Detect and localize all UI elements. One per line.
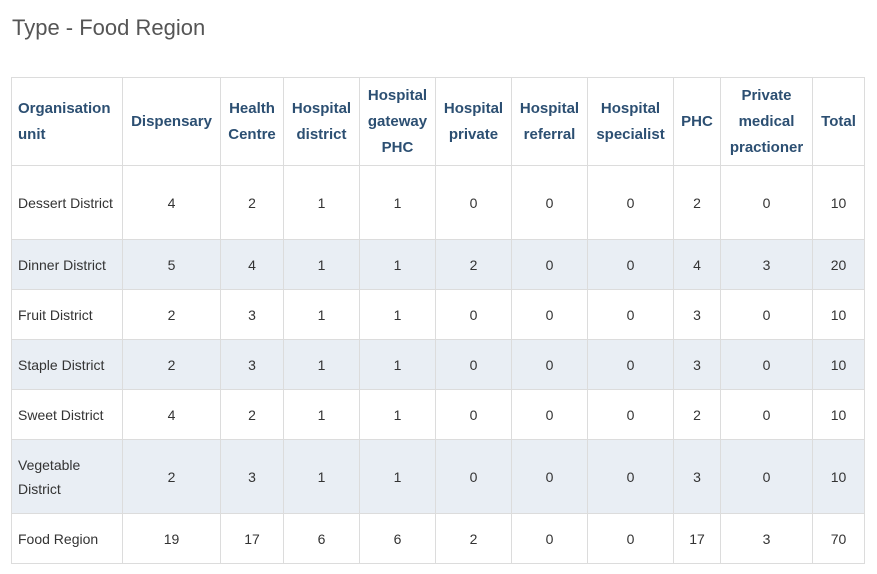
table-cell: 2: [221, 166, 284, 240]
table-cell: 0: [512, 440, 588, 514]
table-cell: 0: [436, 290, 512, 340]
table-row: Fruit District 2 3 1 1 0 0 0 3 0 10: [12, 290, 865, 340]
table-cell: 3: [221, 340, 284, 390]
table-cell: 0: [588, 290, 674, 340]
row-label-cell: Staple District: [12, 340, 123, 390]
table-cell: 3: [721, 240, 813, 290]
table-cell: 10: [813, 440, 865, 514]
table-cell: 1: [360, 240, 436, 290]
table-row: Dinner District 5 4 1 1 2 0 0 4 3 20: [12, 240, 865, 290]
table-cell: 1: [360, 166, 436, 240]
table-cell: 0: [436, 340, 512, 390]
table-row: Sweet District 4 2 1 1 0 0 0 2 0 10: [12, 390, 865, 440]
row-label-cell: Food Region: [12, 514, 123, 564]
column-header-hospital-specialist[interactable]: Hospital specialist: [588, 78, 674, 166]
table-cell: 3: [674, 340, 721, 390]
table-cell: 0: [512, 390, 588, 440]
column-header-health-centre[interactable]: Health Centre: [221, 78, 284, 166]
row-label-cell: Fruit District: [12, 290, 123, 340]
table-cell: 1: [284, 390, 360, 440]
table-cell: 4: [123, 390, 221, 440]
table-row: Staple District 2 3 1 1 0 0 0 3 0 10: [12, 340, 865, 390]
table-cell: 1: [360, 390, 436, 440]
table-cell: 3: [221, 290, 284, 340]
table-cell: 0: [436, 166, 512, 240]
table-cell: 17: [221, 514, 284, 564]
table-cell: 1: [360, 290, 436, 340]
table-cell: 5: [123, 240, 221, 290]
table-cell: 2: [123, 290, 221, 340]
table-cell: 4: [674, 240, 721, 290]
table-cell: 6: [284, 514, 360, 564]
table-cell: 10: [813, 166, 865, 240]
table-cell: 4: [123, 166, 221, 240]
column-header-hospital-referral[interactable]: Hospital referral: [512, 78, 588, 166]
table-cell: 2: [123, 440, 221, 514]
table-cell: 2: [674, 390, 721, 440]
table-cell: 10: [813, 290, 865, 340]
table-cell: 2: [674, 166, 721, 240]
table-cell: 10: [813, 340, 865, 390]
table-cell: 0: [436, 440, 512, 514]
table-cell: 0: [721, 440, 813, 514]
table-cell: 0: [588, 440, 674, 514]
table-cell: 0: [512, 240, 588, 290]
table-cell: 0: [436, 390, 512, 440]
row-label-cell: Sweet District: [12, 390, 123, 440]
table-cell: 0: [512, 340, 588, 390]
column-header-organisation-unit[interactable]: Organisation unit: [12, 78, 123, 166]
column-header-hospital-gateway-phc[interactable]: Hospital gateway PHC: [360, 78, 436, 166]
column-header-private-medical-practioner[interactable]: Private medical practioner: [721, 78, 813, 166]
table-cell: 0: [588, 166, 674, 240]
table-cell: 19: [123, 514, 221, 564]
report-table: Organisation unit Dispensary Health Cent…: [11, 77, 865, 564]
table-row: Dessert District 4 2 1 1 0 0 0 2 0 10: [12, 166, 865, 240]
table-row: Vegetable District 2 3 1 1 0 0 0 3 0 10: [12, 440, 865, 514]
table-cell: 0: [721, 340, 813, 390]
table-cell: 1: [284, 290, 360, 340]
table-cell: 0: [588, 240, 674, 290]
table-cell: 20: [813, 240, 865, 290]
table-cell: 3: [721, 514, 813, 564]
column-header-hospital-private[interactable]: Hospital private: [436, 78, 512, 166]
table-cell: 2: [436, 240, 512, 290]
table-cell: 3: [221, 440, 284, 514]
table-cell: 3: [674, 440, 721, 514]
table-cell: 0: [721, 166, 813, 240]
table-cell: 0: [588, 340, 674, 390]
table-cell: 1: [284, 340, 360, 390]
table-cell: 2: [123, 340, 221, 390]
table-row-total: Food Region 19 17 6 6 2 0 0 17 3 70: [12, 514, 865, 564]
table-cell: 3: [674, 290, 721, 340]
table-cell: 1: [284, 166, 360, 240]
table-cell: 6: [360, 514, 436, 564]
table-cell: 70: [813, 514, 865, 564]
row-label-cell: Dessert District: [12, 166, 123, 240]
table-cell: 4: [221, 240, 284, 290]
row-label-cell: Vegetable District: [12, 440, 123, 514]
table-cell: 0: [588, 390, 674, 440]
table-cell: 0: [512, 514, 588, 564]
table-cell: 17: [674, 514, 721, 564]
table-cell: 1: [284, 440, 360, 514]
page-title: Type - Food Region: [12, 15, 205, 41]
table-cell: 1: [360, 340, 436, 390]
table-cell: 2: [221, 390, 284, 440]
table-cell: 10: [813, 390, 865, 440]
table-cell: 0: [512, 290, 588, 340]
column-header-hospital-district[interactable]: Hospital district: [284, 78, 360, 166]
table-cell: 1: [360, 440, 436, 514]
table-cell: 2: [436, 514, 512, 564]
column-header-total[interactable]: Total: [813, 78, 865, 166]
table-cell: 0: [721, 290, 813, 340]
header-row: Organisation unit Dispensary Health Cent…: [12, 78, 865, 166]
column-header-dispensary[interactable]: Dispensary: [123, 78, 221, 166]
row-label-cell: Dinner District: [12, 240, 123, 290]
column-header-phc[interactable]: PHC: [674, 78, 721, 166]
table-cell: 0: [588, 514, 674, 564]
table-cell: 1: [284, 240, 360, 290]
table-cell: 0: [721, 390, 813, 440]
table-cell: 0: [512, 166, 588, 240]
